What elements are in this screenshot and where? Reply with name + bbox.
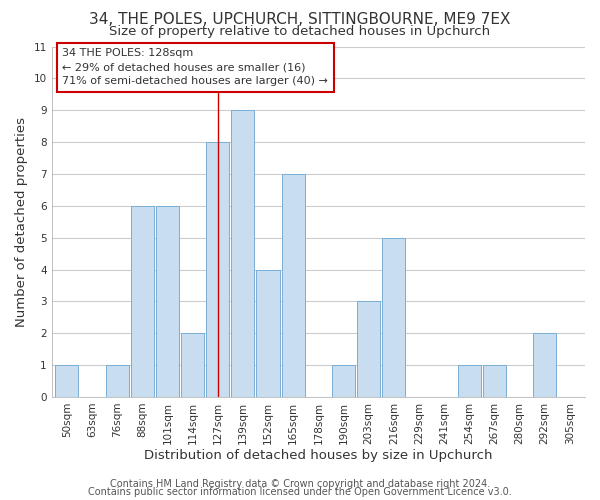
Bar <box>231 110 254 397</box>
Bar <box>181 333 204 397</box>
Bar <box>382 238 406 397</box>
Bar <box>55 365 79 397</box>
Bar <box>281 174 305 397</box>
Bar <box>332 365 355 397</box>
Text: 34, THE POLES, UPCHURCH, SITTINGBOURNE, ME9 7EX: 34, THE POLES, UPCHURCH, SITTINGBOURNE, … <box>89 12 511 28</box>
Bar <box>106 365 128 397</box>
Text: Size of property relative to detached houses in Upchurch: Size of property relative to detached ho… <box>109 25 491 38</box>
Text: Contains HM Land Registry data © Crown copyright and database right 2024.: Contains HM Land Registry data © Crown c… <box>110 479 490 489</box>
Bar <box>206 142 229 397</box>
Bar <box>458 365 481 397</box>
Bar <box>533 333 556 397</box>
Bar <box>131 206 154 397</box>
Bar <box>256 270 280 397</box>
Text: Contains public sector information licensed under the Open Government Licence v3: Contains public sector information licen… <box>88 487 512 497</box>
Bar <box>483 365 506 397</box>
Bar <box>156 206 179 397</box>
Y-axis label: Number of detached properties: Number of detached properties <box>15 116 28 326</box>
Text: 34 THE POLES: 128sqm
← 29% of detached houses are smaller (16)
71% of semi-detac: 34 THE POLES: 128sqm ← 29% of detached h… <box>62 48 328 86</box>
X-axis label: Distribution of detached houses by size in Upchurch: Distribution of detached houses by size … <box>144 450 493 462</box>
Bar <box>357 302 380 397</box>
